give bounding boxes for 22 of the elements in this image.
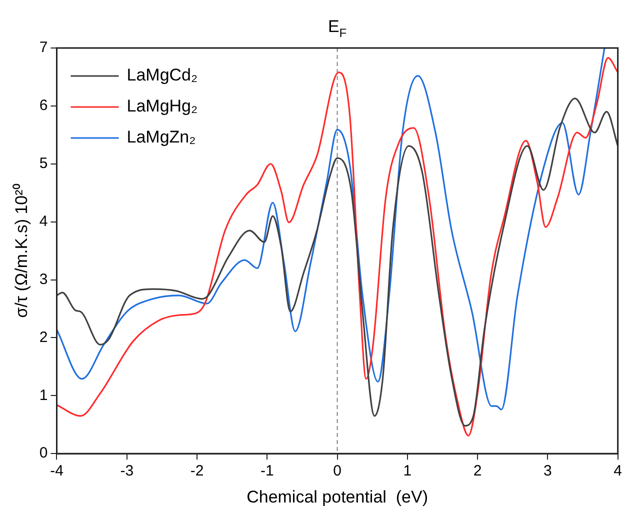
y-tick-label: 6 [39, 97, 48, 114]
y-tick-label: 2 [39, 328, 48, 346]
x-tick-label: -1 [260, 462, 274, 480]
legend-label: LaMgHg₂ [126, 96, 198, 116]
y-tick-label: 4 [39, 212, 48, 230]
x-tick-label: -3 [120, 462, 134, 480]
x-tick-label: 4 [614, 462, 622, 480]
x-tick-label: 2 [473, 462, 482, 480]
y-tick-label: 3 [39, 270, 48, 288]
x-tick-label: 0 [333, 462, 342, 480]
legend-label: LaMgZn₂ [126, 128, 196, 147]
x-tick-label: 1 [403, 462, 412, 480]
y-axis-title: σ/τ (Ω/m.K.s) 10²⁰ [12, 184, 31, 318]
x-tick-label: 3 [544, 462, 552, 480]
y-tick-label: 5 [39, 155, 48, 172]
x-axis-title: Chemical potential (eV) [246, 487, 428, 506]
y-tick-label: 0 [39, 444, 48, 462]
y-tick-label: 1 [39, 386, 48, 404]
x-tick-label: -2 [190, 462, 204, 480]
legend-label: LaMgCd₂ [126, 66, 198, 85]
y-tick-label: 7 [39, 39, 48, 56]
x-tick-label: -4 [50, 462, 64, 480]
